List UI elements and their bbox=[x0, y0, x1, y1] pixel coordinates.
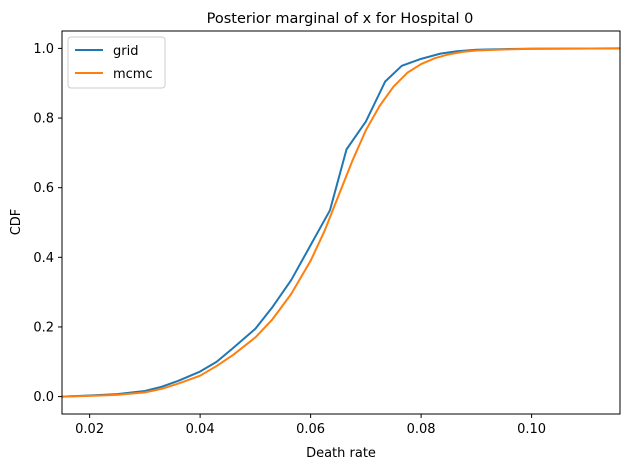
y-tick-label: 1.0 bbox=[33, 42, 54, 57]
x-tick-label: 0.06 bbox=[296, 422, 325, 437]
series-line-mcmc bbox=[62, 47, 620, 398]
legend: grid mcmc bbox=[67, 36, 166, 89]
x-tick-label: 0.10 bbox=[517, 422, 546, 437]
x-axis-label: Death rate bbox=[306, 446, 376, 461]
series-line-grid bbox=[62, 47, 620, 398]
chart-title: Posterior marginal of x for Hospital 0 bbox=[207, 11, 474, 27]
y-tick-label: 0.6 bbox=[33, 181, 54, 196]
plot-frame bbox=[61, 30, 621, 415]
y-axis-label: CDF bbox=[9, 209, 24, 236]
y-tick-label: 0.4 bbox=[33, 251, 54, 266]
legend-label-grid: grid bbox=[113, 44, 138, 59]
y-tick-label: 0.8 bbox=[33, 112, 54, 127]
x-axis: 0.02 0.04 0.06 0.08 0.10 bbox=[75, 414, 546, 437]
legend-label-mcmc: mcmc bbox=[113, 67, 153, 82]
y-tick-label: 0.0 bbox=[33, 390, 54, 405]
y-tick-label: 0.2 bbox=[33, 320, 54, 335]
y-axis: 0.0 0.2 0.4 0.6 0.8 1.0 bbox=[33, 42, 62, 405]
series-layer bbox=[62, 47, 620, 398]
x-tick-label: 0.04 bbox=[186, 422, 215, 437]
x-tick-label: 0.02 bbox=[75, 422, 104, 437]
x-tick-label: 0.08 bbox=[407, 422, 436, 437]
